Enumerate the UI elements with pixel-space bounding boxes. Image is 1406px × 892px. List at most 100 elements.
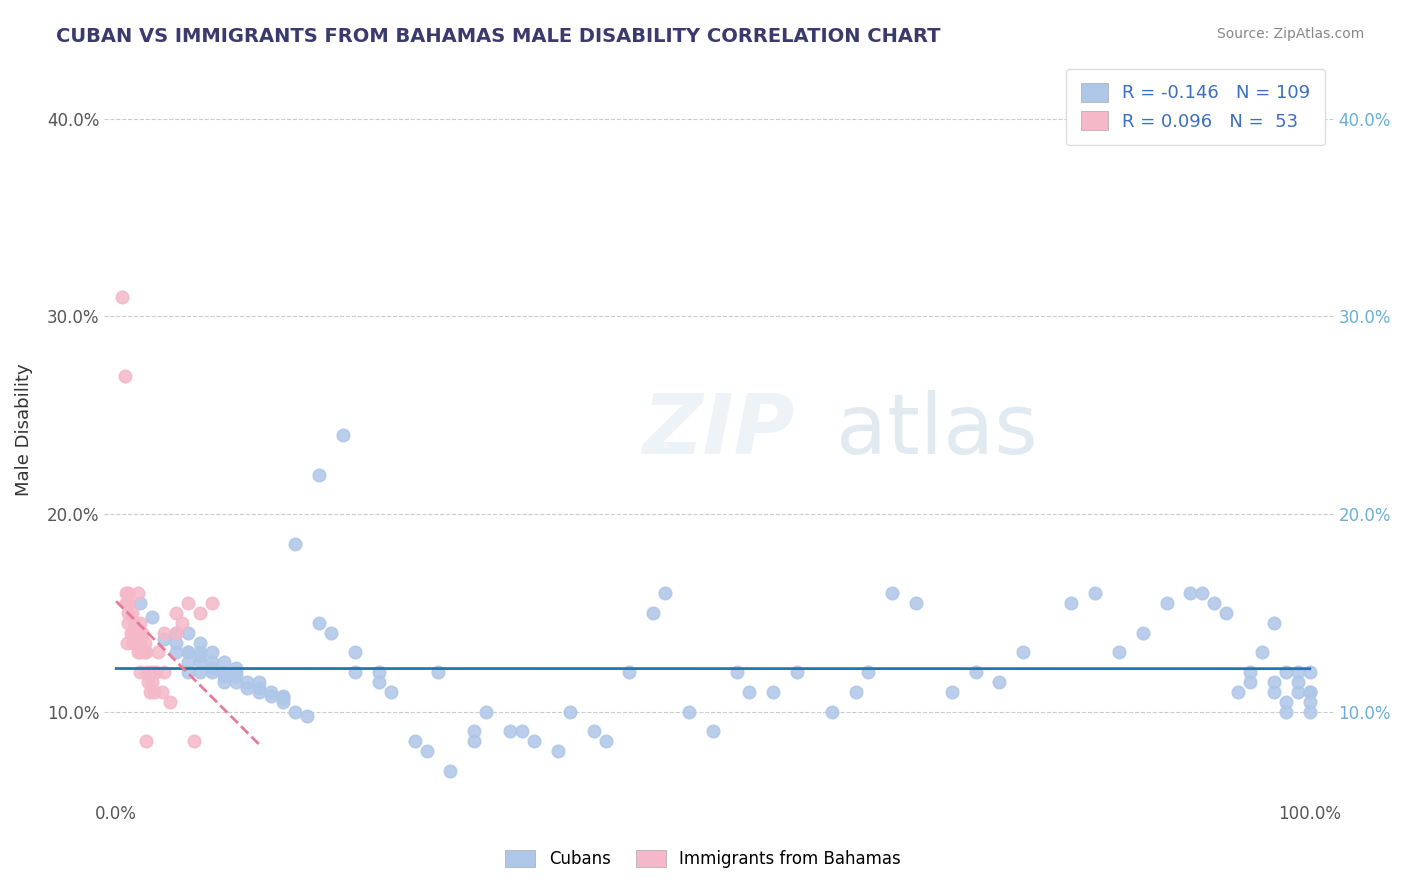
Point bbox=[165, 625, 187, 640]
Point bbox=[941, 685, 963, 699]
Point bbox=[201, 665, 224, 680]
Point bbox=[134, 635, 156, 649]
Point bbox=[1286, 685, 1309, 699]
Point bbox=[122, 635, 145, 649]
Point bbox=[965, 665, 987, 680]
Point bbox=[308, 615, 330, 630]
Point bbox=[129, 635, 152, 649]
Point bbox=[343, 645, 366, 659]
Point bbox=[129, 615, 152, 630]
Point bbox=[1060, 596, 1083, 610]
Point bbox=[212, 655, 235, 669]
Point bbox=[201, 645, 224, 659]
Point bbox=[153, 632, 176, 646]
Point bbox=[135, 645, 157, 659]
Point bbox=[122, 625, 145, 640]
Point bbox=[236, 675, 259, 690]
Legend: Cubans, Immigrants from Bahamas: Cubans, Immigrants from Bahamas bbox=[499, 843, 907, 875]
Point bbox=[177, 625, 200, 640]
Point bbox=[117, 596, 139, 610]
Point bbox=[129, 625, 152, 640]
Point bbox=[114, 586, 136, 600]
Text: ZIP: ZIP bbox=[643, 390, 796, 471]
Point bbox=[127, 645, 149, 659]
Point bbox=[284, 537, 307, 551]
Point bbox=[1286, 675, 1309, 690]
Point bbox=[165, 645, 187, 659]
Point bbox=[188, 665, 211, 680]
Point bbox=[271, 689, 294, 703]
Point bbox=[1191, 586, 1213, 600]
Point bbox=[177, 655, 200, 669]
Point bbox=[201, 655, 224, 669]
Point bbox=[138, 685, 160, 699]
Point bbox=[523, 734, 546, 748]
Point bbox=[201, 596, 224, 610]
Point bbox=[821, 705, 844, 719]
Point bbox=[439, 764, 461, 778]
Point bbox=[128, 635, 150, 649]
Text: atlas: atlas bbox=[835, 390, 1038, 471]
Point bbox=[212, 675, 235, 690]
Point bbox=[165, 625, 187, 640]
Point bbox=[201, 661, 224, 675]
Point bbox=[117, 615, 139, 630]
Point bbox=[284, 705, 307, 719]
Point bbox=[1263, 675, 1285, 690]
Point bbox=[177, 665, 200, 680]
Legend: R = -0.146   N = 109, R = 0.096   N =  53: R = -0.146 N = 109, R = 0.096 N = 53 bbox=[1066, 69, 1324, 145]
Point bbox=[121, 625, 143, 640]
Point bbox=[415, 744, 437, 758]
Point bbox=[295, 708, 318, 723]
Point bbox=[678, 705, 700, 719]
Point bbox=[153, 665, 176, 680]
Point bbox=[1012, 645, 1035, 659]
Point bbox=[786, 665, 808, 680]
Point bbox=[212, 669, 235, 683]
Point bbox=[225, 669, 247, 683]
Point bbox=[510, 724, 533, 739]
Point bbox=[125, 625, 148, 640]
Point bbox=[124, 635, 146, 649]
Point bbox=[1275, 705, 1298, 719]
Point bbox=[654, 586, 676, 600]
Point bbox=[249, 681, 271, 695]
Y-axis label: Male Disability: Male Disability bbox=[15, 364, 32, 497]
Point bbox=[1239, 675, 1261, 690]
Point bbox=[367, 675, 389, 690]
Point bbox=[463, 734, 485, 748]
Point bbox=[188, 655, 211, 669]
Point bbox=[121, 606, 143, 620]
Text: Source: ZipAtlas.com: Source: ZipAtlas.com bbox=[1216, 27, 1364, 41]
Point bbox=[141, 675, 163, 690]
Point bbox=[128, 625, 150, 640]
Point bbox=[114, 596, 136, 610]
Point bbox=[1263, 685, 1285, 699]
Point bbox=[177, 596, 200, 610]
Point bbox=[1275, 695, 1298, 709]
Point bbox=[135, 734, 157, 748]
Point bbox=[308, 467, 330, 482]
Point bbox=[117, 596, 139, 610]
Point bbox=[738, 685, 761, 699]
Point bbox=[129, 596, 152, 610]
Point bbox=[343, 665, 366, 680]
Point bbox=[159, 695, 181, 709]
Point bbox=[271, 690, 294, 705]
Point bbox=[122, 615, 145, 630]
Point bbox=[427, 665, 450, 680]
Point bbox=[131, 625, 153, 640]
Point bbox=[1299, 705, 1322, 719]
Point bbox=[188, 606, 211, 620]
Point bbox=[558, 705, 581, 719]
Point bbox=[260, 689, 283, 703]
Point bbox=[141, 610, 163, 624]
Point bbox=[595, 734, 617, 748]
Point bbox=[188, 649, 211, 664]
Point bbox=[177, 645, 200, 659]
Point bbox=[475, 705, 498, 719]
Point bbox=[988, 675, 1011, 690]
Point bbox=[124, 635, 146, 649]
Point bbox=[499, 724, 522, 739]
Point bbox=[1227, 685, 1250, 699]
